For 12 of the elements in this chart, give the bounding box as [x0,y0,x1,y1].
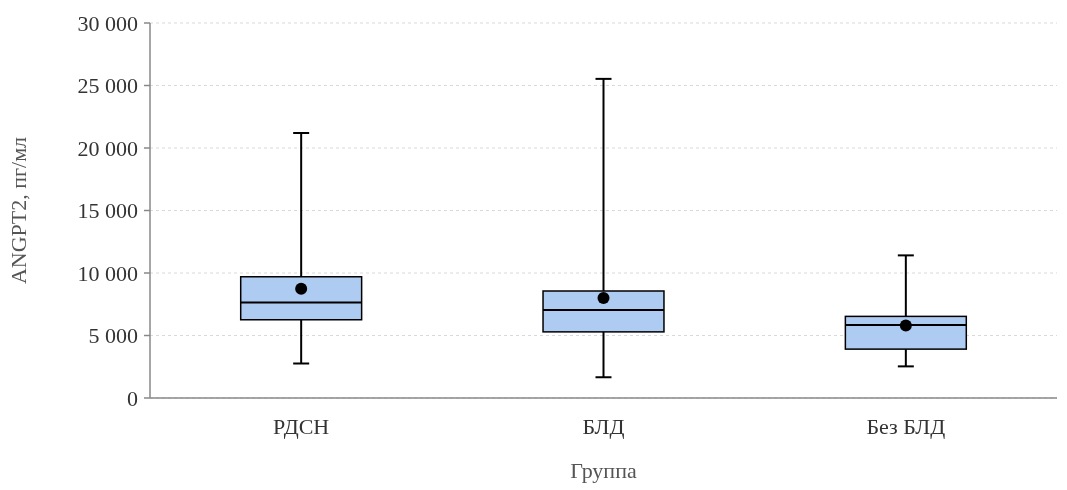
y-tick-label: 15 000 [77,198,138,224]
x-tick-label: БЛД [582,414,625,439]
y-tick-label: 10 000 [77,260,138,286]
y-tick-label: 0 [127,385,138,411]
y-axis-title: ANGPT2, пг/мл [6,136,31,285]
x-tick-label: РДСН [273,414,330,439]
x-tick-label: Без БЛД [866,414,946,439]
y-tick-label: 5 000 [88,323,138,349]
x-axis-title: Группа [570,458,637,483]
y-tick-label: 30 000 [77,10,138,36]
y-tick-label: 20 000 [77,135,138,161]
y-tick-label: 25 000 [77,73,138,99]
